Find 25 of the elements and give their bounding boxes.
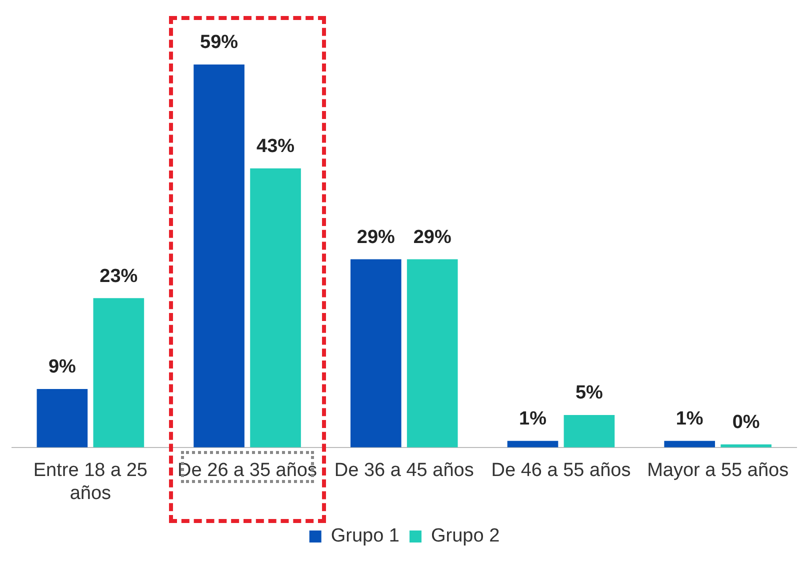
- x-tick-label: Entre 18 a 25 años: [33, 460, 148, 504]
- data-label: 29%: [356, 226, 396, 248]
- x-tick-label: De 46 a 55 años: [491, 460, 631, 482]
- bar: [36, 388, 88, 448]
- data-label: 43%: [256, 136, 295, 158]
- bar: [350, 259, 402, 448]
- x-tick-label: De 36 a 45 años: [334, 460, 474, 482]
- legend-label: Grupo 2: [431, 526, 500, 547]
- bar: [194, 64, 244, 448]
- legend-label: Grupo 1: [330, 526, 400, 547]
- data-label: 1%: [676, 408, 704, 430]
- bar: [664, 440, 716, 448]
- x-tick-label: Mayor a 55 años: [647, 460, 789, 482]
- bar: [93, 298, 144, 448]
- data-label: 5%: [575, 382, 604, 404]
- data-label: 1%: [519, 408, 547, 430]
- data-label: 59%: [200, 32, 238, 54]
- data-label: 29%: [413, 226, 452, 248]
- data-label: 0%: [732, 412, 760, 434]
- data-label: 23%: [100, 266, 138, 287]
- bar: [564, 414, 615, 448]
- data-label: 9%: [48, 356, 76, 378]
- bar: [406, 259, 458, 448]
- bar: [250, 168, 301, 448]
- bar: [507, 440, 558, 448]
